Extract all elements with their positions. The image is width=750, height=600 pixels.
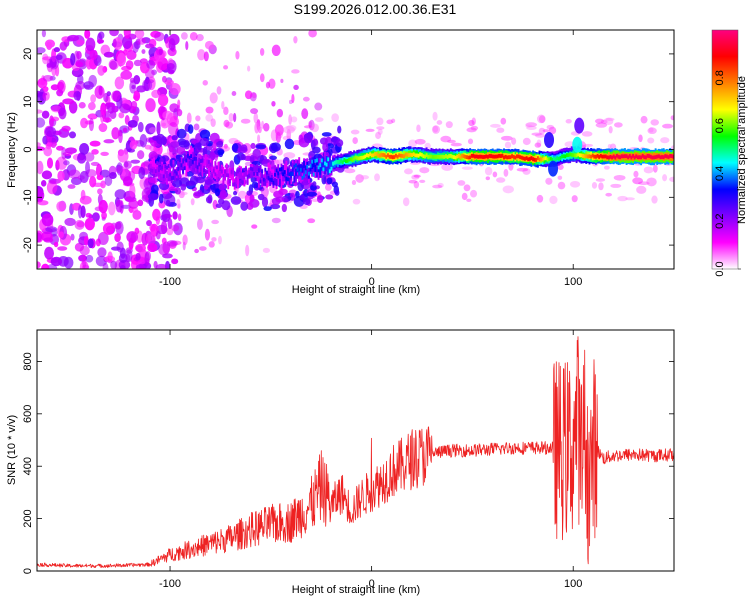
colorbar-tick-label: 0.8 xyxy=(714,70,726,85)
colorbar-ticks: 0.0 0.2 0.4 0.6 0.8 xyxy=(714,70,741,277)
spectrogram-y-tick-label: 0 xyxy=(22,146,34,152)
chart-title: S199.2026.012.00.36.E31 xyxy=(293,1,457,17)
colorbar-tick-label: 0.6 xyxy=(714,118,726,133)
snr-panel: -100 0 100 0 200 400 600 800 Height of straight… xyxy=(6,329,675,596)
snr-y-tick-label: 600 xyxy=(22,405,34,423)
snr-x-tick-label: -100 xyxy=(159,578,181,590)
signal-ridge xyxy=(147,117,674,213)
spectrogram-x-tick-label: 100 xyxy=(564,276,582,288)
snr-y-tick-label: 800 xyxy=(22,352,34,370)
spectrogram-y-tick-label: -20 xyxy=(22,237,34,253)
spectrogram-heatmap xyxy=(37,30,674,269)
spectrogram-x-tick-label: -100 xyxy=(159,276,181,288)
colorbar-gradient xyxy=(712,30,738,269)
snr-x-axis-label: Height of straight line (km) xyxy=(292,584,420,596)
spectrogram-x-tick-label: 0 xyxy=(369,276,375,288)
spectrogram-x-axis-label: Height of straight line (km) xyxy=(292,284,420,296)
spectrogram-y-tick-label: 10 xyxy=(22,96,34,108)
snr-x-tick-label: 100 xyxy=(564,578,582,590)
spectrogram-y-axis-label: Frequency (Hz) xyxy=(6,112,18,188)
snr-x-tick-label: 0 xyxy=(369,578,375,590)
colorbar-tick-label: 0.4 xyxy=(714,166,726,181)
snr-series-line xyxy=(37,336,674,568)
spectrogram-y-tick-label: 20 xyxy=(22,48,34,60)
snr-y-tick-label: 400 xyxy=(22,457,34,475)
colorbar-tick-label: 0.0 xyxy=(714,261,726,276)
colorbar-label: Normalized spectral amplitude xyxy=(736,76,748,224)
snr-y-tick-label: 0 xyxy=(22,568,34,574)
colorbar: 0.0 0.2 0.4 0.6 0.8 Normalized spectral ampl… xyxy=(711,29,748,277)
snr-ticks: -100 0 100 0 200 400 600 800 xyxy=(22,330,674,590)
snr-frame xyxy=(36,329,675,572)
spectrogram-y-tick-label: -10 xyxy=(22,189,34,205)
snr-y-tick-label: 200 xyxy=(22,509,34,527)
colorbar-frame xyxy=(711,29,739,270)
colorbar-tick-label: 0.2 xyxy=(714,214,726,229)
snr-y-axis-label: SNR (10 * v/v) xyxy=(6,415,18,485)
